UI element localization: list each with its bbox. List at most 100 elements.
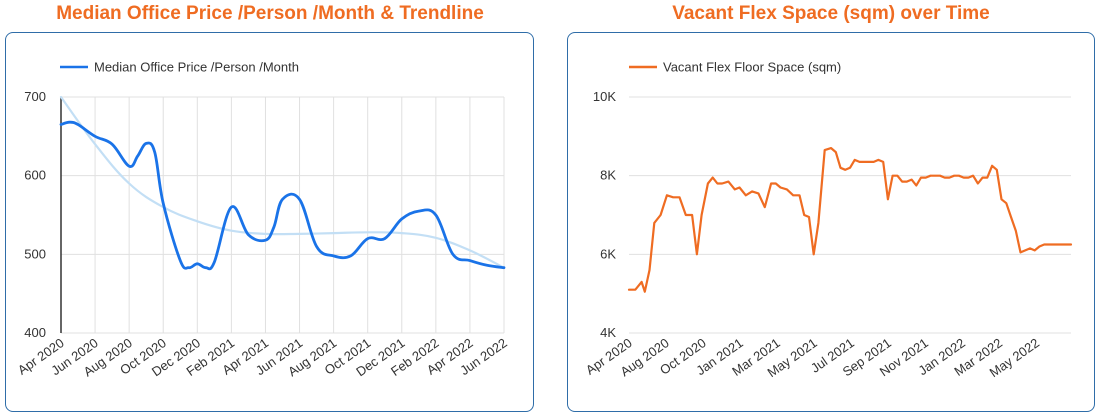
data-point <box>769 181 774 186</box>
data-point <box>797 193 802 198</box>
data-point <box>59 95 64 100</box>
data-point <box>952 173 957 178</box>
data-point <box>135 154 140 159</box>
data-point <box>871 159 876 164</box>
data-point <box>365 236 370 241</box>
data-point <box>715 181 720 186</box>
data-point <box>1069 242 1074 247</box>
data-point <box>999 197 1004 202</box>
chart-title-vacant-space: Vacant Flex Space (sqm) over Time <box>672 3 990 24</box>
data-point <box>994 167 999 172</box>
data-point <box>750 189 755 194</box>
data-point <box>633 287 638 292</box>
data-point <box>732 187 737 192</box>
data-point <box>1037 244 1042 249</box>
data-point <box>348 253 353 258</box>
series-line-1 <box>59 95 506 269</box>
data-point <box>720 181 725 186</box>
data-point <box>229 205 234 210</box>
data-point <box>127 181 132 186</box>
series-line-0 <box>59 120 506 271</box>
data-point <box>938 173 943 178</box>
data-point <box>942 175 947 180</box>
data-point <box>694 252 699 257</box>
vacant-space-chart-panel: 4K 6K 8K 10K Apr 2020 Aug 2020 Oct 2020 Jan 202… <box>567 32 1095 412</box>
data-point <box>331 231 336 236</box>
data-point <box>1028 246 1033 251</box>
data-point <box>971 173 976 178</box>
data-point <box>642 289 647 294</box>
data-point <box>212 260 217 265</box>
data-point <box>923 175 928 180</box>
data-point <box>1051 242 1056 247</box>
data-point <box>314 244 319 249</box>
series-line-0 <box>627 147 1073 293</box>
data-point <box>502 265 507 270</box>
data-point <box>161 201 166 206</box>
data-point <box>990 163 995 168</box>
data-point <box>900 179 905 184</box>
data-point <box>699 213 704 218</box>
data-point <box>1023 248 1028 253</box>
y-tick-label: 500 <box>24 246 46 261</box>
data-point <box>980 175 985 180</box>
data-point <box>857 159 862 164</box>
data-point <box>59 122 64 127</box>
data-point <box>664 193 669 198</box>
data-point <box>852 157 857 162</box>
data-point <box>838 165 843 170</box>
data-point <box>93 142 98 147</box>
data-point <box>399 216 404 221</box>
data-point <box>862 159 867 164</box>
data-point <box>272 224 277 229</box>
data-point <box>822 148 827 153</box>
data-point <box>690 213 695 218</box>
data-point <box>76 122 81 127</box>
data-point <box>784 187 789 192</box>
data-point <box>966 175 971 180</box>
data-point <box>919 175 924 180</box>
data-point <box>433 213 438 218</box>
data-point <box>895 173 900 178</box>
data-point <box>683 213 688 218</box>
data-point <box>961 175 966 180</box>
data-point <box>933 173 938 178</box>
data-point <box>726 179 731 184</box>
data-point <box>1042 242 1047 247</box>
data-point <box>710 175 715 180</box>
chart-title-median-price: Median Office Price /Person /Month & Tre… <box>56 3 484 24</box>
data-point <box>127 164 132 169</box>
data-point <box>195 261 200 266</box>
data-point <box>1046 242 1051 247</box>
data-point <box>756 191 761 196</box>
data-point <box>246 232 251 237</box>
data-point <box>705 181 710 186</box>
data-point <box>885 197 890 202</box>
data-point <box>743 193 748 198</box>
data-point <box>331 253 336 258</box>
data-point <box>762 205 767 210</box>
data-point <box>904 179 909 184</box>
data-point <box>263 238 268 243</box>
y-tick-label: 10K <box>593 89 616 104</box>
data-point <box>203 265 208 270</box>
data-point <box>914 183 919 188</box>
data-point <box>928 173 933 178</box>
data-point <box>876 157 881 162</box>
data-point <box>186 265 191 270</box>
data-point <box>890 173 895 178</box>
data-point <box>791 193 796 198</box>
data-point <box>1032 248 1037 253</box>
y-tick-label: 4K <box>600 325 616 340</box>
data-point <box>647 268 652 273</box>
data-point <box>382 236 387 241</box>
data-point <box>178 258 183 263</box>
data-point <box>816 220 821 225</box>
data-point <box>1013 228 1018 233</box>
data-point <box>1009 215 1014 220</box>
data-point <box>947 175 952 180</box>
data-point <box>110 142 115 147</box>
data-point <box>433 235 438 240</box>
data-point <box>1062 242 1067 247</box>
